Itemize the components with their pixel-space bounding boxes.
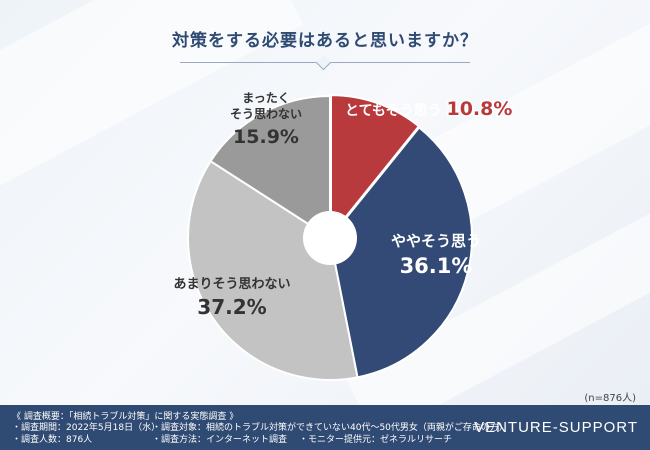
slice-value: 15.9%: [233, 126, 299, 148]
pie-slice: [187, 159, 359, 381]
chart-title: 対策をする必要はあると思いますか？: [172, 31, 478, 51]
slice-label: ややそう思う: [391, 232, 481, 250]
survey-people: ・調査人数：876人: [12, 435, 93, 445]
pie-slice: [328, 126, 473, 379]
survey-period: ・調査期間：2022年5月18日（水）: [12, 423, 161, 433]
survey-method: ・調査方法：インターネット調査: [152, 435, 288, 445]
slice-value: 36.1%: [400, 254, 473, 278]
pie-center-hole: [303, 211, 357, 265]
survey-col-2: ・調査対象：相続のトラブル対策ができていない40代〜50代男女（両親がご存命の方…: [152, 422, 508, 446]
slice-label: まったく: [242, 91, 290, 105]
pie-slice: [329, 94, 421, 239]
survey-col-1: ・調査期間：2022年5月18日（水） ・調査人数：876人: [12, 422, 160, 446]
survey-heading: 《 調査概要：「相続トラブル対策」に関する実態調査 》: [12, 412, 239, 422]
survey-provider: ・モニター提供元：ゼネラルリサーチ: [299, 435, 453, 445]
slice-label: そう思わない: [230, 107, 302, 121]
slice-label: とてもそう思う 10.8%: [345, 98, 512, 120]
survey-method-row: ・調査方法：インターネット調査 ・モニター提供元：ゼネラルリサーチ: [152, 434, 508, 446]
pie-chart: とてもそう思う 10.8% ややそう思う 36.1% あまりそう思わない 37.2% まっ…: [173, 91, 514, 381]
survey-target: ・調査対象：相続のトラブル対策ができていない40代〜50代男女（両親がご存命の方…: [152, 423, 508, 433]
brand-logo: VENTURE-SUPPORT: [474, 419, 638, 436]
survey-footer: 《 調査概要：「相続トラブル対策」に関する実態調査 》 ・調査期間：2022年5…: [0, 405, 650, 450]
slice-label: あまりそう思わない: [173, 277, 290, 292]
sample-size: (n=876人): [584, 393, 636, 404]
slice-value: 37.2%: [197, 295, 266, 319]
pie-slice: [209, 94, 331, 240]
